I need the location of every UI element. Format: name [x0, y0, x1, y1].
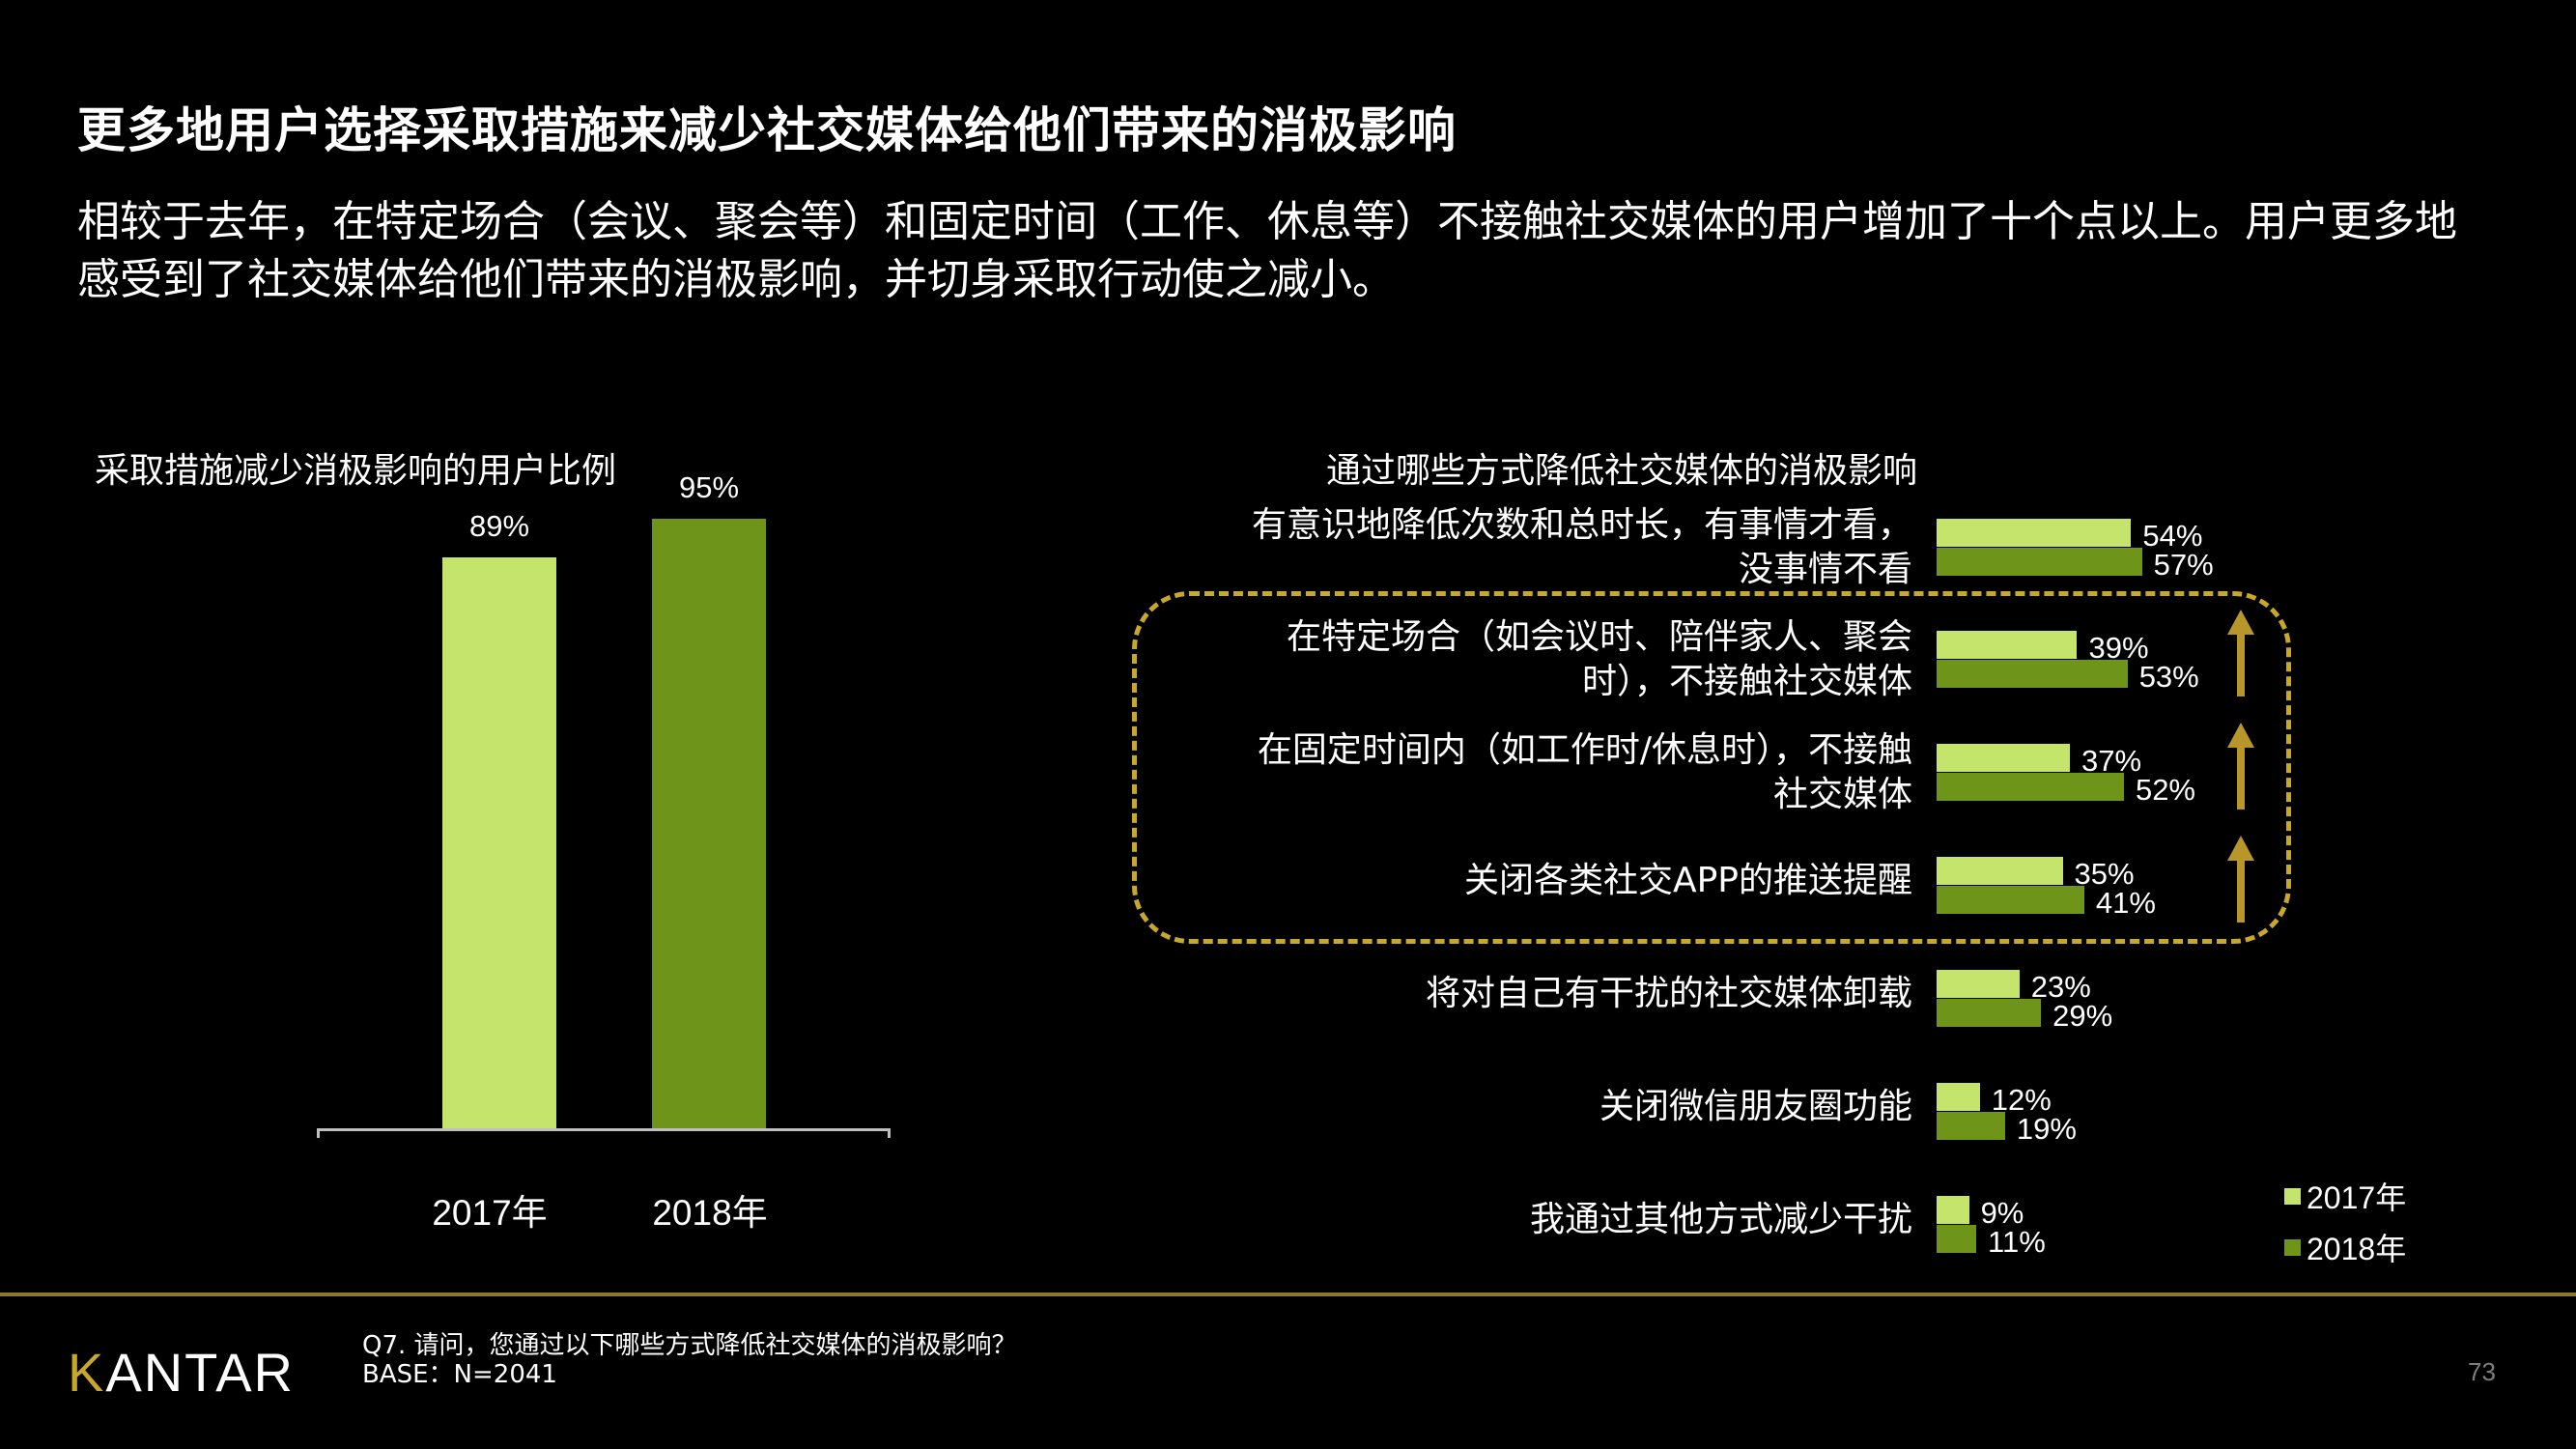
- row-label-line: 社交媒体: [1772, 775, 1912, 814]
- bar-2018: [1937, 1225, 1977, 1253]
- up-arrow-icon: [2226, 836, 2255, 926]
- value-2017: 39%: [2088, 631, 2149, 665]
- value-2017: 23%: [2030, 970, 2091, 1004]
- row-label-line: 在固定时间内（如工作时/休息时），不接触: [1257, 730, 1912, 770]
- legend-2017: 2017年: [2284, 1174, 2406, 1218]
- bar-2018: [1937, 886, 2084, 914]
- value-2018: 29%: [2052, 999, 2113, 1033]
- left-x-axis-tick-right: [888, 1128, 891, 1138]
- row-label-line: 在特定场合（如会议时、陪伴家人、聚会: [1286, 617, 1912, 657]
- bar-2018: [1937, 773, 2124, 801]
- page-subtitle: 相较于去年，在特定场合（会议、聚会等）和固定时间（工作、休息等）不接触社交媒体的…: [77, 197, 2457, 304]
- bar-2017: [1937, 1083, 1980, 1111]
- bar-2018: [1937, 1112, 2005, 1140]
- value-2017: 35%: [2074, 857, 2135, 891]
- value-2017: 37%: [2081, 744, 2142, 778]
- category-2017: 2017年: [432, 1193, 548, 1233]
- footer-divider: [0, 1293, 2576, 1296]
- category-2018: 2018年: [652, 1193, 768, 1233]
- bar-2018: [1937, 660, 2128, 688]
- page-title: 更多地用户选择采取措施来减少社交媒体给他们带来的消极影响: [77, 102, 1457, 158]
- bar-2017: [442, 557, 556, 1130]
- value-2018: 19%: [2016, 1112, 2077, 1146]
- left-bar-chart: 89% 95%: [314, 470, 893, 1130]
- legend-label-2017: 2017年: [2307, 1180, 2407, 1215]
- bar-2018: [652, 519, 766, 1130]
- bar-2017-value: 89%: [468, 509, 530, 544]
- row-label: 关闭微信朋友圈功能: [1043, 1085, 1912, 1129]
- up-arrow-icon: [2226, 723, 2255, 813]
- row-label-line: 时），不接触社交媒体: [1581, 662, 1912, 701]
- bar-2018-value: 95%: [678, 470, 740, 505]
- bar-2017: [1937, 744, 2070, 772]
- value-2018: 41%: [2095, 886, 2156, 920]
- bar-2017: [1937, 970, 2020, 998]
- value-2018: 11%: [1988, 1225, 2046, 1259]
- value-2018: 53%: [2138, 660, 2199, 694]
- legend-swatch-2017: [2284, 1187, 2301, 1205]
- legend-swatch-2018: [2284, 1238, 2301, 1256]
- logo-text: ANTAR: [105, 1342, 295, 1403]
- legend-label-2018: 2018年: [2307, 1232, 2407, 1266]
- footnote-question: Q7. 请问，您通过以下哪些方式降低社交媒体的消极影响？: [362, 1331, 1017, 1360]
- left-x-axis: [317, 1128, 891, 1131]
- row-label: 将对自己有干扰的社交媒体卸载: [1043, 972, 1912, 1016]
- bar-2017: [1937, 1196, 1969, 1224]
- page-number: 73: [2468, 1357, 2496, 1386]
- logo-k-accent: K: [68, 1342, 106, 1403]
- row-label: 关闭各类社交APP的推送提醒: [1043, 859, 1912, 903]
- value-2017: 9%: [1980, 1196, 2024, 1230]
- value-2018: 57%: [2153, 548, 2214, 582]
- value-2017: 54%: [2142, 519, 2203, 553]
- up-arrow-icon: [2226, 610, 2255, 700]
- bar-2018: [1937, 999, 2042, 1027]
- row-label-line: 关闭微信朋友圈功能: [1599, 1087, 1912, 1126]
- row-label-line: 有意识地降低次数和总时长，有事情才看，: [1251, 505, 1912, 545]
- bar-2017: [1937, 631, 2078, 659]
- left-chart-title: 采取措施减少消极影响的用户比例: [95, 451, 617, 491]
- row-label: 在特定场合（如会议时、陪伴家人、聚会时），不接触社交媒体: [1043, 615, 1912, 704]
- row-label-line: 将对自己有干扰的社交媒体卸载: [1425, 974, 1912, 1013]
- footnote-base: BASE：N=2041: [362, 1360, 557, 1389]
- bar-2017: [1937, 857, 2063, 885]
- row-label-line: 没事情不看: [1738, 550, 1912, 589]
- right-chart-title: 通过哪些方式降低社交媒体的消极影响: [1326, 451, 1918, 491]
- highlight-box: [1132, 591, 2291, 944]
- bar-2018: [1937, 548, 2142, 576]
- footnote: Q7. 请问，您通过以下哪些方式降低社交媒体的消极影响？ BASE：N=2041: [362, 1331, 1017, 1389]
- row-label: 在固定时间内（如工作时/休息时），不接触社交媒体: [1043, 728, 1912, 817]
- bar-2017: [1937, 519, 2132, 547]
- row-label: 有意识地降低次数和总时长，有事情才看， 没事情不看: [1043, 503, 1912, 592]
- row-label-line: 我通过其他方式减少干扰: [1529, 1200, 1912, 1239]
- kantar-logo: KANTAR: [68, 1341, 295, 1404]
- row-label-line: 关闭各类社交APP的推送提醒: [1463, 861, 1912, 900]
- legend-2018: 2018年: [2284, 1225, 2406, 1269]
- value-2018: 52%: [2135, 773, 2195, 807]
- row-label: 我通过其他方式减少干扰: [1043, 1198, 1912, 1242]
- left-x-axis-tick-left: [317, 1128, 320, 1138]
- value-2017: 12%: [1991, 1083, 2052, 1117]
